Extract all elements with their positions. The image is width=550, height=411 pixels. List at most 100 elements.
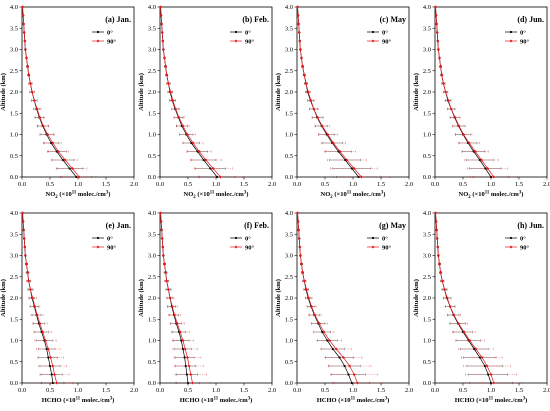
data-point	[160, 22, 164, 26]
legend-label: 90°	[107, 244, 117, 251]
y-tick-label: 1.0	[10, 338, 18, 345]
data-point	[307, 296, 311, 300]
data-point	[38, 322, 42, 325]
x-axis-label-part: 3	[110, 396, 113, 401]
x-tick-label: 1.0	[74, 387, 82, 394]
y-axis-label: Altitude (km)	[138, 279, 145, 317]
data-point	[55, 381, 59, 385]
y-tick-label: 0.0	[423, 174, 431, 181]
x-tick-label: 1.5	[515, 181, 523, 188]
chart-panel: 0.0 0.5 1.0 1.5 2.0 0.0 0.5 1.0 1.5 2.0 2.5 3.0 3.5 4…	[0, 4, 138, 200]
y-tick-label: 2.5	[423, 274, 431, 281]
y-tick-label: 2.0	[423, 295, 431, 302]
x-axis-label: HCHO (×1011 molec./cm3)	[317, 396, 390, 404]
data-point	[337, 150, 340, 153]
data-point	[30, 90, 34, 94]
y-tick-label: 2.0	[10, 295, 18, 302]
y-tick-label: 3.0	[423, 47, 431, 54]
x-axis-label-part: 2	[468, 195, 471, 200]
x-axis-label-part: molec./cm	[493, 397, 523, 404]
data-point	[190, 381, 194, 385]
data-point	[321, 330, 324, 334]
x-tick-label: 0.5	[459, 387, 467, 394]
y-tick-label: 0.5	[10, 153, 18, 160]
panel-title: (f) Feb.	[244, 221, 269, 230]
data-point	[443, 288, 447, 291]
data-point	[204, 158, 208, 162]
y-tick-label: 0.0	[423, 380, 431, 387]
x-axis-label-part: 11	[214, 396, 219, 401]
data-point	[26, 65, 30, 68]
y-tick-label: 1.5	[285, 110, 293, 117]
data-point	[301, 271, 305, 274]
data-point	[159, 5, 163, 9]
legend-marker	[96, 39, 100, 43]
data-point	[302, 73, 306, 77]
legend-marker	[509, 39, 513, 43]
legend-label: 90°	[520, 244, 530, 251]
data-point	[22, 22, 26, 26]
data-point	[436, 254, 440, 257]
data-point	[441, 82, 445, 85]
x-tick-label: 1.5	[240, 387, 248, 394]
x-axis-label-part: (×10	[471, 191, 485, 198]
legend-marker	[234, 236, 238, 240]
data-point	[164, 271, 168, 274]
data-point	[186, 381, 190, 385]
x-axis-label-part: (×10	[58, 191, 72, 198]
y-tick-label: 0.5	[423, 359, 431, 366]
data-point	[348, 364, 352, 368]
x-axis-label-part: NO	[46, 191, 56, 198]
x-tick-label: 2.0	[543, 181, 550, 188]
x-axis-label: HCHO (×1011 molec./cm3)	[455, 396, 528, 404]
x-axis-label-part: 11	[351, 396, 356, 401]
legend-label: 0°	[382, 235, 388, 242]
x-axis-label-part: NO	[321, 191, 331, 198]
data-point	[299, 56, 303, 60]
y-axis-label: Altitude (km)	[0, 73, 7, 111]
data-point	[344, 158, 347, 162]
data-point	[161, 48, 165, 51]
data-point	[46, 133, 50, 136]
x-axis-label-part: )	[387, 397, 389, 404]
data-point	[439, 271, 443, 274]
y-tick-label: 0.0	[10, 380, 18, 387]
data-point	[216, 175, 219, 179]
y-tick-label: 4.0	[285, 4, 293, 11]
x-tick-label: 2.0	[130, 387, 138, 394]
y-axis-label: Altitude (km)	[275, 73, 282, 111]
data-point	[190, 141, 193, 145]
x-tick-label: 0.5	[184, 181, 192, 188]
data-point	[322, 330, 326, 334]
data-point	[467, 141, 471, 145]
data-point	[55, 150, 58, 153]
data-point	[187, 364, 191, 368]
data-point	[23, 48, 27, 51]
y-axis-label: Altitude (km)	[0, 279, 7, 317]
data-point	[434, 211, 438, 215]
data-point	[298, 39, 302, 43]
data-point	[164, 65, 168, 68]
data-point	[211, 167, 215, 170]
y-axis-label: Altitude (km)	[413, 279, 420, 317]
data-point	[334, 347, 338, 351]
data-point	[170, 305, 174, 308]
y-tick-label: 0.0	[285, 174, 293, 181]
data-point	[453, 116, 457, 119]
data-point	[297, 228, 301, 232]
data-point	[320, 124, 324, 128]
y-tick-label: 1.0	[285, 338, 293, 345]
data-point	[56, 150, 60, 153]
x-tick-label: 2.0	[268, 181, 276, 188]
data-point	[183, 356, 186, 359]
data-point	[474, 347, 478, 351]
data-point	[162, 56, 166, 60]
x-tick-label: 1.0	[212, 387, 220, 394]
legend-label: 90°	[382, 244, 392, 251]
legend-label: 0°	[520, 29, 526, 36]
data-point	[159, 14, 163, 17]
legend-marker	[371, 245, 375, 249]
data-point	[27, 73, 31, 77]
data-point	[345, 158, 349, 162]
data-point	[181, 347, 185, 351]
